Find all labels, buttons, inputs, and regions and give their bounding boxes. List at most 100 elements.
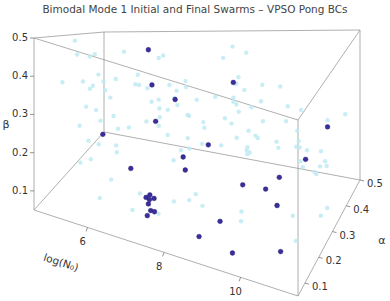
- point: [145, 213, 150, 218]
- point: [260, 83, 264, 87]
- point: [101, 79, 105, 83]
- point: [144, 119, 148, 123]
- point: [145, 86, 149, 90]
- point: [325, 164, 329, 168]
- point: [275, 203, 280, 208]
- chart: Bimodal Mode 1 Initial and Final Swarms …: [0, 0, 390, 301]
- point: [157, 56, 161, 60]
- box-edge: [104, 30, 360, 32]
- tick: [305, 283, 309, 284]
- point: [194, 192, 198, 196]
- point: [249, 105, 253, 109]
- point: [305, 148, 309, 152]
- axis-label: β: [2, 118, 9, 131]
- point: [109, 177, 113, 181]
- point: [303, 157, 308, 162]
- point: [181, 155, 186, 160]
- tick-label: 0.3: [339, 230, 355, 241]
- point: [94, 108, 98, 112]
- point: [314, 172, 318, 176]
- point: [93, 52, 97, 56]
- point: [291, 214, 295, 218]
- point: [116, 127, 120, 131]
- tick-label: 0.3: [12, 108, 28, 119]
- point: [187, 198, 191, 202]
- tick-label: 0.5: [12, 32, 28, 43]
- tick: [30, 190, 34, 191]
- point: [284, 119, 288, 123]
- point: [183, 79, 187, 83]
- point: [234, 102, 238, 106]
- point: [157, 97, 161, 101]
- point: [259, 99, 263, 103]
- point: [73, 38, 77, 42]
- point: [296, 139, 300, 143]
- point: [77, 124, 81, 128]
- point: [108, 95, 112, 99]
- point: [325, 118, 329, 122]
- point: [235, 136, 239, 140]
- point: [98, 196, 102, 200]
- tick: [86, 227, 88, 231]
- point: [183, 168, 188, 173]
- point: [200, 204, 204, 208]
- box-edge: [360, 30, 361, 180]
- point: [318, 164, 322, 168]
- tick: [360, 180, 364, 181]
- point: [202, 125, 206, 129]
- point: [319, 149, 323, 153]
- point: [60, 80, 64, 84]
- point: [146, 47, 151, 52]
- point: [115, 150, 119, 154]
- point: [229, 121, 233, 125]
- point: [197, 234, 202, 239]
- box-edge: [34, 32, 104, 38]
- point: [179, 148, 183, 152]
- tick: [332, 232, 336, 233]
- point: [84, 104, 88, 108]
- point: [158, 115, 162, 119]
- point: [201, 120, 205, 124]
- tick: [30, 152, 34, 153]
- point: [174, 88, 178, 92]
- point: [230, 251, 235, 256]
- box-edge: [298, 180, 360, 296]
- point: [343, 112, 347, 116]
- tick-label: 0.4: [12, 70, 28, 81]
- point: [130, 208, 134, 212]
- tick-label: 8: [156, 261, 162, 272]
- point: [136, 73, 140, 77]
- point: [186, 136, 190, 140]
- point: [161, 53, 165, 57]
- axis-label: log(N₀): [42, 251, 80, 274]
- tick-label: 0.2: [12, 147, 28, 158]
- tick: [30, 76, 34, 77]
- point: [152, 209, 157, 214]
- point: [165, 133, 169, 137]
- tick-label: 0.1: [12, 185, 28, 196]
- point: [157, 124, 161, 128]
- tick: [346, 206, 350, 207]
- marks: [60, 38, 347, 255]
- point: [171, 158, 175, 162]
- point: [261, 119, 265, 123]
- point: [263, 187, 268, 192]
- tick: [319, 257, 323, 258]
- point: [137, 83, 141, 87]
- box-edge: [104, 132, 360, 180]
- point: [236, 75, 240, 79]
- point: [274, 139, 278, 143]
- point: [239, 209, 243, 213]
- point: [86, 139, 90, 143]
- box-edge: [34, 38, 35, 210]
- point: [78, 160, 82, 164]
- point: [245, 145, 249, 149]
- ticks: 68100.10.20.30.40.50.10.20.30.40.5: [12, 32, 383, 297]
- point: [218, 219, 223, 224]
- point: [128, 166, 133, 171]
- point: [147, 197, 152, 202]
- point: [244, 50, 248, 54]
- point: [242, 88, 246, 92]
- point: [97, 142, 101, 146]
- point: [256, 136, 260, 140]
